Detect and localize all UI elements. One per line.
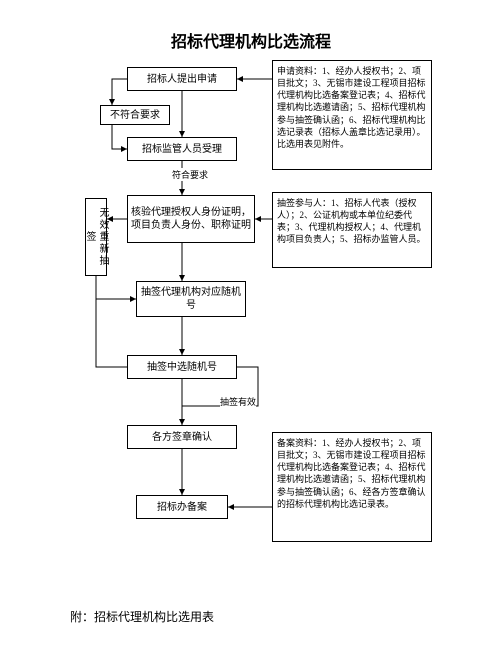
edge-label-valid: 抽签有效 [220,395,256,408]
flow-node-step7: 招标办备案 [136,495,228,519]
flow-node-step1: 招标人提出申请 [127,67,237,91]
flow-node-step3: 核验代理授权人身份证明，项目负责人身份、职称证明 [127,195,255,243]
page-title: 招标代理机构比选流程 [0,28,502,52]
flow-node-step2: 招标监管人员受理 [127,137,237,161]
flow-node-reject: 不符合要求 [100,105,170,125]
connector-14 [96,276,127,367]
connector-10 [112,125,127,149]
flow-node-step4: 抽签代理机构对应随机号 [136,281,246,317]
edge-label-ok1: 符合要求 [172,168,208,181]
connector-12 [96,276,136,299]
flow-node-step6: 各方签章确认 [127,425,237,449]
note-note2: 抽签参与人：1、招标人代表（授权人）；2、公证机构或本单位纪委代表；3、代理机构… [272,192,432,268]
note-note1: 申请资料：1、经办人授权书；2、项目批文；3、无锡市建设工程项目招标代理机构比选… [272,60,432,170]
footer-text: 附：招标代理机构比选用表 [70,608,214,625]
flow-node-step5: 抽签中选随机号 [127,355,237,379]
note-note3: 备案资料：1、经办人授权书；2、项目批文；3、无锡市建设工程项目招标代理机构比选… [272,432,432,542]
flow-node-side: 无效重新抽签 [85,198,107,276]
connector-9 [112,79,127,105]
